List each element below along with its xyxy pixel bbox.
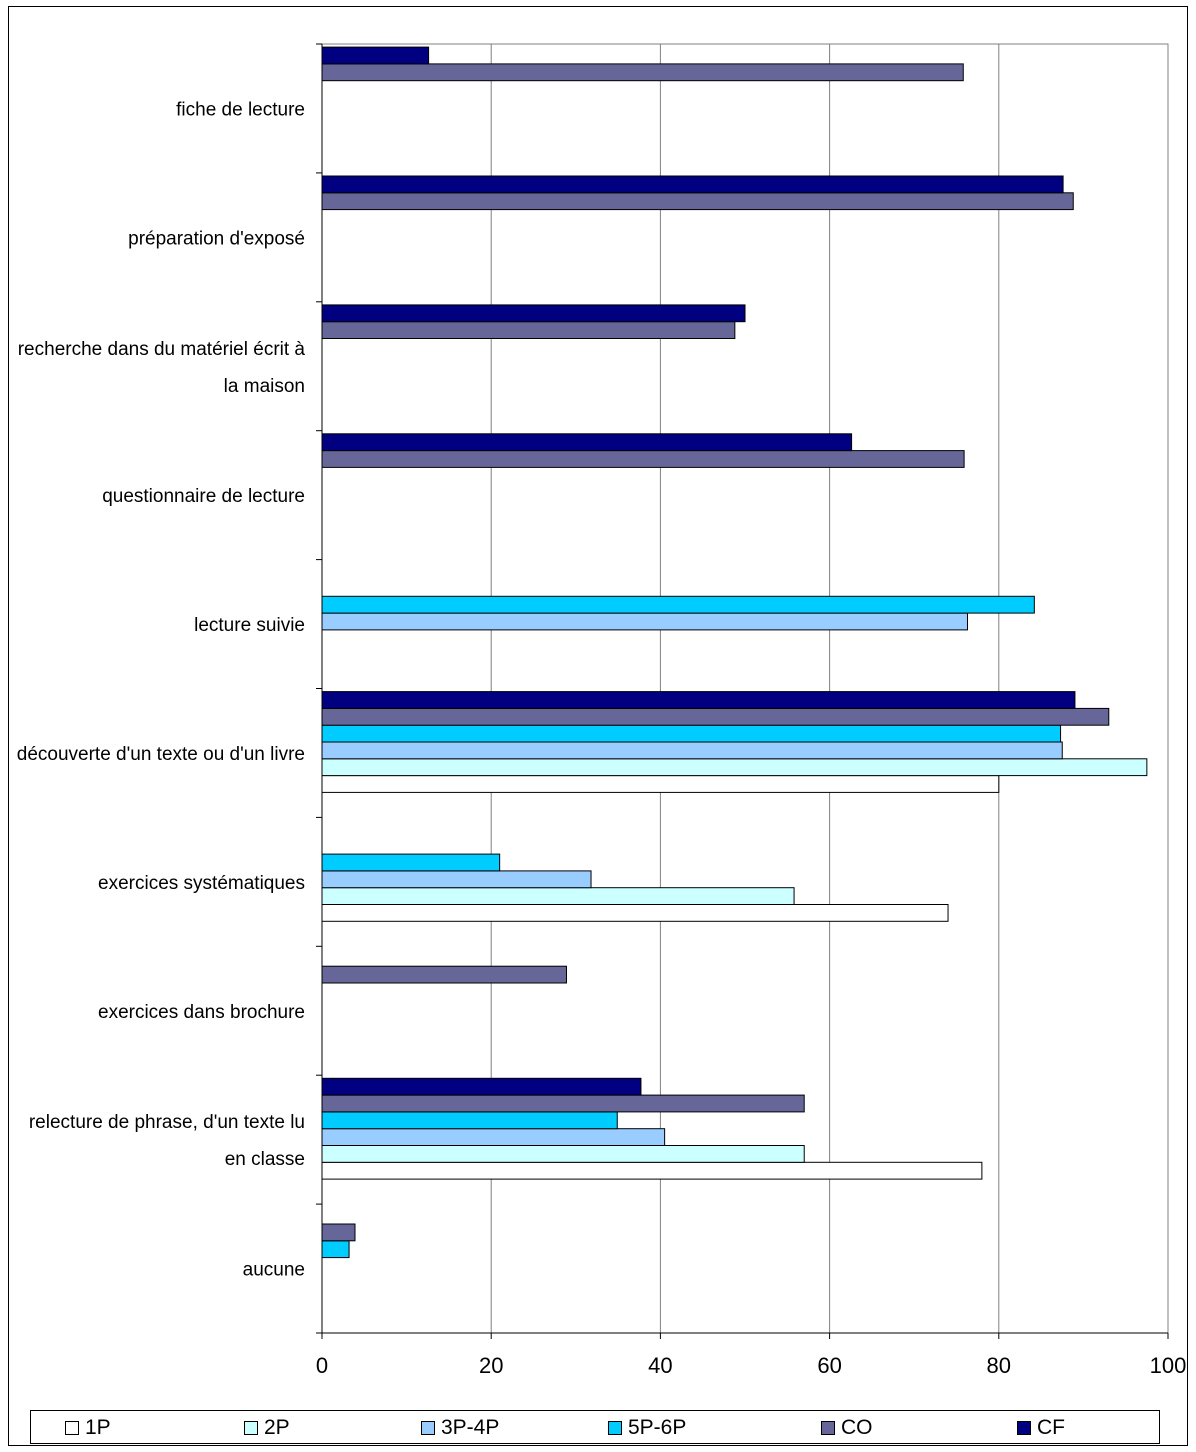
bar-cf xyxy=(321,1077,642,1096)
x-tick-label: 20 xyxy=(479,1353,503,1378)
bar-1p xyxy=(321,775,1000,793)
bar-3p-4p xyxy=(321,741,1063,760)
legend-label: 3P-4P xyxy=(441,1416,500,1439)
category-label: en classe xyxy=(225,1149,305,1170)
legend-label: 1P xyxy=(85,1416,111,1439)
bar-co xyxy=(321,63,964,82)
bar-cf xyxy=(321,46,430,65)
bar-5p-6p xyxy=(321,595,1035,614)
bar-cf xyxy=(321,691,1076,709)
category-label: aucune xyxy=(243,1260,305,1281)
legend-item: 5P-6P xyxy=(608,1416,686,1440)
bar-co xyxy=(321,450,965,468)
bar-co xyxy=(321,192,1074,211)
legend-label: 5P-6P xyxy=(628,1416,687,1439)
bar-co xyxy=(321,707,1110,726)
bar-5p-6p xyxy=(321,1111,618,1130)
x-tick-label: 100 xyxy=(1150,1353,1187,1378)
category-label: questionnaire de lecture xyxy=(102,486,305,507)
chart-frame xyxy=(8,6,1188,1446)
x-tick-label: 40 xyxy=(648,1353,672,1378)
bar-cf xyxy=(321,433,853,452)
x-tick-label: 60 xyxy=(817,1353,841,1378)
bar-5p-6p xyxy=(321,853,501,872)
legend-label: CO xyxy=(841,1416,873,1439)
bar-co xyxy=(321,965,567,984)
category-label: recherche dans du matériel écrit à xyxy=(18,339,306,360)
legend-swatch xyxy=(244,1421,258,1435)
bar-3p-4p xyxy=(321,870,592,889)
legend-swatch xyxy=(421,1421,435,1435)
bar-5p-6p xyxy=(321,1240,350,1259)
bar-2p xyxy=(321,887,795,906)
legend-item: 3P-4P xyxy=(421,1416,499,1440)
legend-swatch xyxy=(65,1421,79,1435)
legend-swatch xyxy=(1017,1421,1031,1435)
legend-item: CO xyxy=(821,1416,873,1440)
bar-cf xyxy=(321,175,1064,194)
bar-co xyxy=(321,1094,805,1113)
bar-cf xyxy=(321,304,746,323)
x-tick-label: 80 xyxy=(987,1353,1011,1378)
category-label: découverte d'un texte ou d'un livre xyxy=(17,744,305,765)
bar-3p-4p xyxy=(321,1128,666,1146)
category-label: fiche de lecture xyxy=(176,99,305,120)
category-label: exercices systématiques xyxy=(98,873,305,894)
legend-item: 1P xyxy=(65,1416,111,1440)
bar-2p xyxy=(321,1145,805,1163)
category-label: la maison xyxy=(224,376,305,397)
category-label: exercices dans brochure xyxy=(98,1002,305,1023)
legend-label: CF xyxy=(1037,1416,1065,1439)
category-label: lecture suivie xyxy=(194,615,305,636)
legend-swatch xyxy=(821,1421,835,1435)
category-label: relecture de phrase, d'un texte lu xyxy=(29,1112,305,1133)
bar-5p-6p xyxy=(321,724,1062,743)
bar-1p xyxy=(321,904,949,922)
x-tick-label: 0 xyxy=(316,1353,328,1378)
bar-co xyxy=(321,1223,356,1242)
legend-swatch xyxy=(608,1421,622,1435)
category-label: préparation d'exposé xyxy=(128,228,305,249)
bar-3p-4p xyxy=(321,612,968,631)
legend-item: CF xyxy=(1017,1416,1065,1440)
legend: 1P 2P 3P-4P 5P-6P CO CF xyxy=(30,1410,1160,1444)
bar-co xyxy=(321,321,736,340)
bar-1p xyxy=(321,1161,983,1180)
bar-2p xyxy=(321,758,1148,777)
legend-item: 2P xyxy=(244,1416,290,1440)
legend-label: 2P xyxy=(264,1416,290,1439)
